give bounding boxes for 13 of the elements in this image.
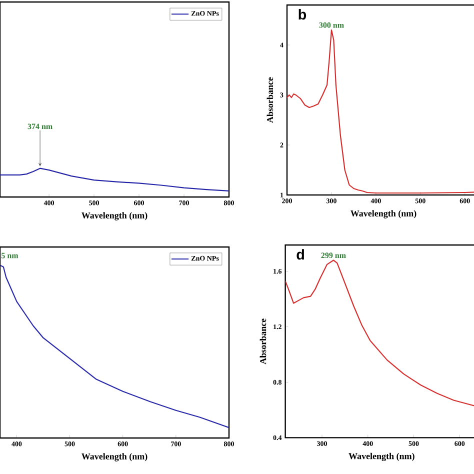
x-axis-title: Wavelength (nm) [350,210,416,218]
x-axis-title: Wavelength (nm) [348,452,414,462]
x-axis-title: Wavelength (nm) [82,453,148,462]
annotation: 374 nm [28,124,52,130]
x-axis-title: Wavelength (nm) [82,212,148,220]
y-axis-title: Absorbance [260,318,266,364]
line-series [285,260,474,406]
annotation: 300 nm [319,22,344,28]
y-axis-title: Absorbance [266,77,274,123]
annotation: d [296,249,304,260]
annotation: 299 nm [321,252,346,258]
text: 5 nm [2,252,18,258]
annotation: b [298,9,306,20]
